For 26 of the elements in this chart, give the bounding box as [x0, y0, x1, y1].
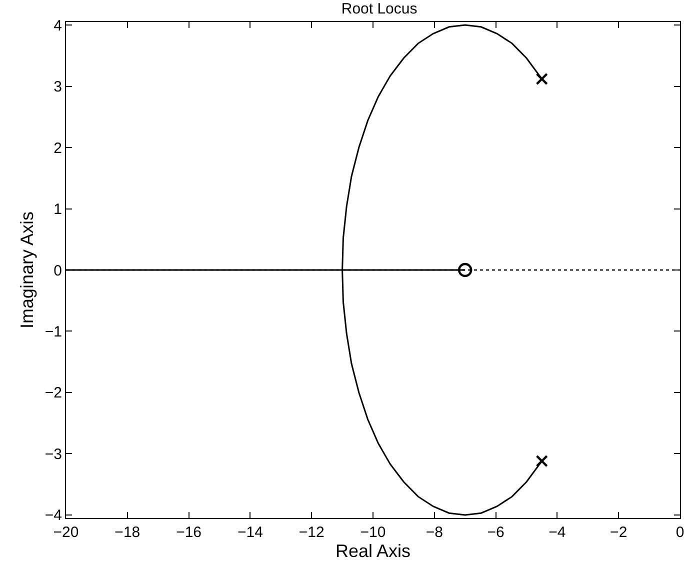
x-tick-label: −14 — [237, 524, 263, 541]
x-tick-label: −6 — [487, 524, 504, 541]
y-tick-label: 0 — [54, 262, 62, 280]
x-tick-label: 0 — [676, 524, 684, 541]
x-tick-label: −10 — [360, 524, 386, 541]
y-tick-label: 3 — [54, 78, 62, 96]
y-tick-label: 1 — [54, 201, 62, 218]
y-tick-label: 4 — [54, 17, 62, 34]
point — [536, 72, 548, 86]
y-axis-title: Imaginary Axis — [17, 211, 38, 329]
y-tick-label: −2 — [44, 384, 62, 402]
x-tick-label: −16 — [176, 524, 202, 541]
y-tick-label: 2 — [54, 140, 62, 157]
y-tick-label: −3 — [44, 446, 62, 463]
x-tick-label: −8 — [426, 524, 443, 541]
x-tick-label: −18 — [114, 524, 140, 541]
x-tick-label: −4 — [548, 524, 566, 541]
x-axis-title: Real Axis — [335, 541, 411, 561]
y-tick-label: −4 — [44, 507, 62, 524]
chart-title: Root Locus — [341, 0, 418, 18]
point — [458, 262, 472, 278]
x-tick-label: −2 — [610, 524, 628, 541]
x-tick-label: −12 — [298, 524, 324, 541]
x-tick-label: −20 — [53, 524, 79, 541]
point — [536, 454, 548, 468]
y-tick-label: −1 — [44, 323, 62, 340]
